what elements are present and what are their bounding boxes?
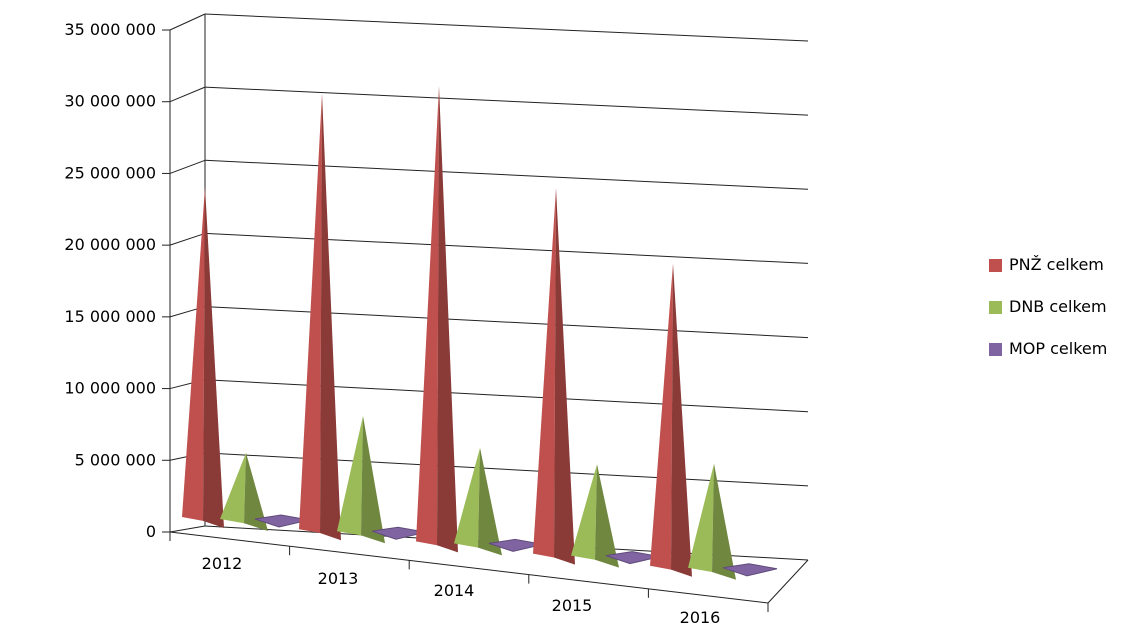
pyramid-pn-celkem-2016 [650,263,692,577]
pyramid-face-right [361,415,385,544]
y-tick-label: 25 000 000 [64,163,156,182]
pyramid-face-right [203,186,224,528]
pyramid-face-left [299,93,322,534]
floor-right-edge [767,559,809,604]
legend-swatch [989,301,1002,314]
y-tick-label: 0 [146,522,156,541]
y-tick-label: 15 000 000 [64,307,156,326]
gridline [204,306,809,339]
gridline-side [169,86,206,103]
pyramid-face-right [320,93,341,541]
y-tick-label: 5 000 000 [75,450,156,469]
pyramid-pn-celkem-2013 [299,93,341,541]
gridline [204,379,809,413]
pyramid-face [722,563,778,577]
legend-item: PNŽ celkem [989,255,1104,274]
pyramid-pn-celkem-2012 [182,186,224,528]
pyramid-dnb-celkem-2016 [688,463,736,580]
pyramid-face-left [182,186,205,521]
pyramid-face-right [244,452,268,531]
pyramid-dnb-celkem-2012 [220,452,268,531]
y-tick-label: 20 000 000 [64,235,156,254]
legend: PNŽ celkem DNB celkem MOP celkem [989,255,1107,358]
x-tick-label: 2016 [680,608,721,627]
y-axis-ticks: 0 5 000 000 10 000 000 15 000 000 20 000 000… [64,20,156,541]
x-axis-categories: 2012 2013 2014 2015 2016 [202,554,721,627]
pyramid-dnb-celkem-2013 [337,415,385,544]
pyramid-dnb-celkem-2014 [454,447,502,556]
pyramid-face-right [437,85,458,553]
pyramid-dnb-celkem-2015 [571,464,619,568]
gridline-side [169,232,206,246]
pyramid-pn-celkem-2015 [533,188,575,565]
x-tick-label: 2013 [318,569,359,588]
pyramid-face-left [533,188,556,558]
gridline-side [169,159,206,174]
gridline [204,86,809,116]
y-tick-label: 35 000 000 [64,20,156,39]
pyramid-face-right [478,447,502,556]
pyramid-face-left [650,263,673,570]
y-tick-label: 10 000 000 [64,379,156,398]
pyramid-face-left [688,463,714,572]
pyramid-mop-celkem-2016 [722,563,778,577]
gridline [204,13,809,42]
gridline-side [169,525,206,533]
pyramid-face-left [416,85,439,546]
pyramids [182,85,778,580]
pyramid-face-left [220,452,246,524]
legend-swatch [989,259,1002,272]
pyramid-face-left [454,447,480,548]
legend-item: DNB celkem [989,297,1107,316]
x-axis-line [169,531,769,604]
legend-label: PNŽ celkem [1009,255,1104,274]
gridline-side [169,13,206,31]
pyramid-face-left [571,464,597,560]
legend-item: MOP celkem [989,339,1107,358]
pyramid-face-left [337,415,363,536]
x-tick-label: 2015 [552,596,593,615]
legend-label: DNB celkem [1009,297,1107,316]
pyramid-face-right [712,463,736,580]
y-tick-label: 30 000 000 [64,92,156,111]
pyramid-face-right [671,263,692,577]
x-tick-label: 2014 [434,581,475,600]
x-tick-label: 2012 [202,554,243,573]
gridline [204,452,809,487]
gridline [204,232,809,264]
pyramid-face-right [554,188,575,565]
pyramid-face-right [595,464,619,568]
gridline [204,159,809,190]
legend-label: MOP celkem [1009,339,1107,358]
pyramid-pn-celkem-2014 [416,85,458,553]
legend-swatch [989,343,1002,356]
